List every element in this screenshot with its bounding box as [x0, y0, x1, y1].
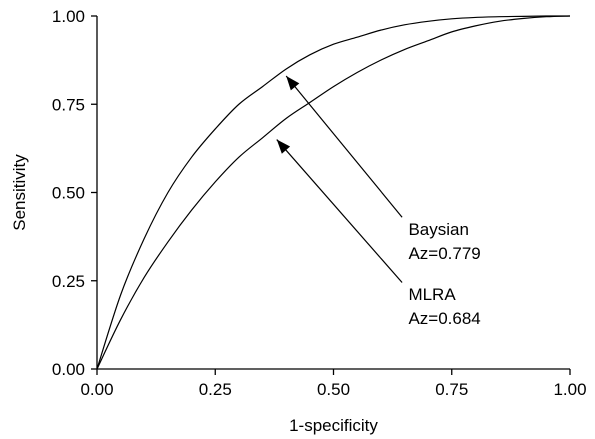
x-axis-title: 1-specificity: [289, 416, 378, 435]
x-tick-label: 0.75: [435, 380, 468, 399]
x-tick-label: 1.00: [553, 380, 586, 399]
annotation-arrowhead: [276, 139, 291, 154]
y-tick-label: 1.00: [52, 7, 85, 26]
y-tick-label: 0.75: [52, 95, 85, 114]
annotation-arrowhead: [286, 76, 300, 91]
annotation-label: Az=0.779: [408, 244, 480, 263]
curves: [96, 15, 571, 370]
x-tick-label: 0.00: [80, 380, 113, 399]
roc-curve-baysian: [96, 15, 571, 370]
axes: 0.00 0.25 0.50 0.75 1.00 0.00 0.25 0.50 0.75 1.00: [52, 7, 587, 399]
roc-curve-mlra: [96, 15, 571, 370]
y-tick-label: 0.00: [52, 360, 85, 379]
annotation-label: MLRA: [408, 285, 456, 304]
y-tick-label: 0.50: [52, 184, 85, 203]
annotation-label: Baysian: [408, 220, 468, 239]
x-tick-label: 0.50: [317, 380, 350, 399]
annotations: Baysian Az=0.779 MLRA Az=0.684: [276, 75, 481, 328]
annotation-arrow-line: [276, 139, 403, 283]
annotation-arrow-line: [285, 75, 403, 218]
y-tick-label: 0.25: [52, 272, 85, 291]
y-axis-title: Sensitivity: [10, 154, 29, 231]
annotation-label: Az=0.684: [408, 309, 480, 328]
x-tick-label: 0.25: [199, 380, 232, 399]
